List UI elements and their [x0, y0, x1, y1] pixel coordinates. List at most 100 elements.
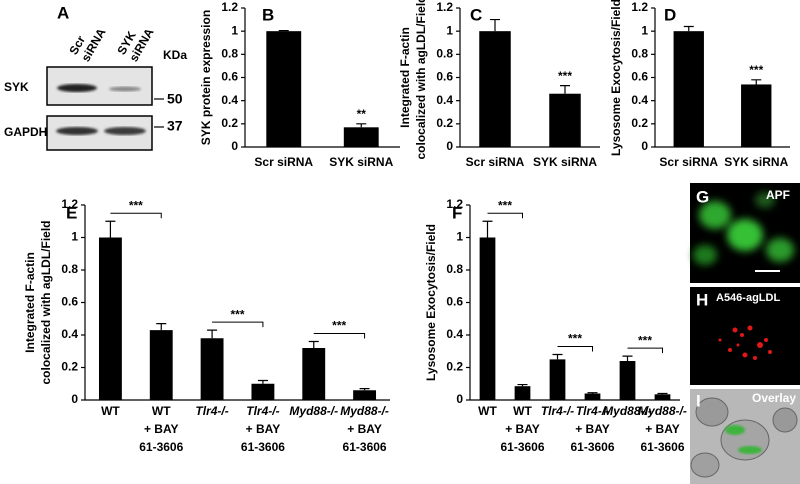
x-tick-label: Myd88-/- [289, 404, 338, 418]
marker-label: 37 [167, 118, 183, 134]
significance: *** [230, 307, 244, 321]
error-bar [490, 18, 500, 32]
y-tick-label: 0.6 [221, 70, 238, 84]
x-tick-label: Scr siRNA [466, 155, 525, 169]
x-tick-label: Tlr4-/- [195, 404, 228, 418]
significance-bracket [212, 321, 264, 328]
y-tick-label: 0 [641, 139, 648, 153]
bar [302, 348, 326, 400]
bar [549, 93, 581, 147]
x-tick-label: WT [152, 404, 171, 418]
x-tick-label: 61-3606 [343, 440, 387, 454]
x-tick-label: 61-3606 [139, 440, 183, 454]
bar [149, 330, 173, 400]
error-bar [308, 340, 319, 348]
significance-bracket [487, 212, 523, 219]
y-axis-label: Lysosome Exocytosis/Field [424, 224, 438, 381]
error-bar [257, 379, 268, 384]
x-tick-label: 61-3606 [241, 440, 285, 454]
bar [741, 84, 772, 147]
y-tick-label: 0.2 [221, 116, 238, 130]
bar [353, 390, 377, 400]
y-tick-label: 0.2 [436, 116, 453, 130]
panel-letter: A [57, 3, 69, 22]
protein-label: SYK [4, 80, 29, 94]
y-axis-label: Lysosome Exocytosis/Field [609, 0, 623, 156]
y-tick-label: 1.2 [436, 0, 453, 14]
bar [479, 237, 496, 400]
error-bar [587, 392, 598, 394]
bar [549, 359, 566, 400]
bar [200, 338, 224, 400]
y-axis-label: colocalized with agLDL/Field [39, 220, 53, 384]
significance: *** [498, 198, 512, 212]
x-tick-label: 61-3606 [500, 440, 544, 454]
bar [479, 31, 511, 148]
error-bar [751, 79, 762, 85]
significance: ** [357, 107, 367, 121]
panel-letter: H [696, 290, 708, 309]
image [690, 287, 800, 385]
panel-letter: F [452, 203, 462, 222]
x-tick-label: + BAY [575, 422, 610, 436]
y-tick-label: 0 [71, 392, 78, 406]
x-tick-label: Myd88-/- [340, 404, 389, 418]
error-bar [359, 388, 370, 391]
band [56, 127, 98, 135]
bar [673, 31, 704, 148]
band [104, 127, 146, 135]
x-tick-label: SYK siRNA [724, 155, 788, 169]
x-tick-label: WT [478, 404, 497, 418]
marker-label: 50 [167, 91, 183, 107]
y-axis-label: colocalized with agLDL/Field [414, 0, 428, 160]
band [57, 84, 97, 92]
x-tick-label: Scr siRNA [254, 155, 313, 169]
band [109, 86, 141, 92]
x-tick-label: WT [513, 404, 532, 418]
y-tick-label: 0.2 [446, 360, 463, 374]
y-tick-label: 1 [446, 23, 453, 37]
x-tick-label: Tlr4-/- [541, 404, 574, 418]
significance-bracket [313, 333, 366, 339]
bar [514, 386, 531, 400]
error-bar [356, 123, 367, 128]
error-bar [105, 220, 116, 238]
x-tick-label: 61-3606 [640, 440, 684, 454]
bar [619, 361, 636, 400]
y-tick-label: 0.2 [631, 116, 648, 130]
image-panels: G APF H A546-agLDL I Overlay [690, 183, 800, 484]
y-axis-label: SYK protein expression [199, 10, 213, 145]
panel-letter: I [696, 391, 701, 410]
y-tick-label: 0.4 [436, 93, 453, 107]
significance-bracket [557, 346, 593, 352]
bar [266, 31, 302, 148]
error-bar [156, 323, 167, 331]
error-bar [560, 85, 570, 94]
panel-letter: E [66, 203, 77, 222]
y-tick-label: 1.2 [221, 0, 238, 14]
green-cells [693, 192, 794, 265]
x-tick-label: + BAY [347, 422, 382, 436]
y-tick-label: 0 [456, 392, 463, 406]
y-axis-label: Integrated F-actin [398, 27, 412, 128]
panel-letter: C [470, 5, 482, 24]
significance: *** [568, 332, 582, 346]
bar [98, 237, 122, 400]
significance: *** [332, 319, 346, 333]
significance-bracket [627, 347, 663, 354]
panel-letter: B [262, 5, 274, 24]
significance-bracket [110, 212, 162, 219]
y-tick-label: 1 [456, 230, 463, 244]
error-bar [207, 329, 218, 339]
error-bar [517, 383, 528, 387]
x-tick-label: Tlr4-/- [246, 404, 279, 418]
y-tick-label: 1 [231, 23, 238, 37]
y-tick-label: 1 [641, 23, 648, 37]
y-tick-label: 1.2 [446, 197, 463, 211]
x-tick-label: + BAY [505, 422, 540, 436]
y-tick-label: 0.8 [631, 47, 648, 61]
y-tick-label: 0.8 [436, 47, 453, 61]
y-tick-label: 0 [231, 139, 238, 153]
error-bar [278, 29, 289, 32]
